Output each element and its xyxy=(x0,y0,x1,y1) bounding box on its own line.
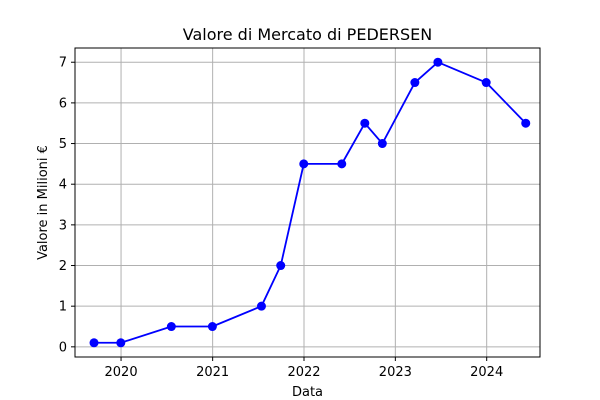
y-tick-label: 7 xyxy=(59,56,67,71)
x-tick-label: 2020 xyxy=(105,365,138,380)
series-line xyxy=(94,61,527,344)
plot-frame xyxy=(74,47,541,358)
y-tick-label: 4 xyxy=(59,178,67,193)
data-point xyxy=(481,78,491,88)
x-tick-label: 2022 xyxy=(287,365,320,380)
grid-lines xyxy=(75,48,540,357)
series-layer xyxy=(89,57,531,348)
y-tick-label: 0 xyxy=(59,340,67,355)
data-point xyxy=(276,261,286,271)
y-tick-label: 2 xyxy=(59,259,67,274)
data-point xyxy=(116,338,126,348)
data-point xyxy=(521,118,531,128)
data-point xyxy=(433,57,443,67)
x-tick-label: 2021 xyxy=(196,365,229,380)
y-tick-label: 1 xyxy=(59,300,67,315)
data-point xyxy=(360,118,370,128)
data-point xyxy=(166,322,176,332)
axis-ticks: 2020 2021 2022 2023 2024 0 1 2 3 4 5 6 7 xyxy=(59,56,504,380)
data-point xyxy=(337,159,347,169)
data-point xyxy=(256,301,266,311)
chart-title: Valore di Mercato di PEDERSEN xyxy=(183,25,432,44)
y-tick-label: 3 xyxy=(59,218,67,233)
data-point xyxy=(207,322,217,332)
data-point xyxy=(410,78,420,88)
y-tick-label: 6 xyxy=(59,96,67,111)
x-tick-label: 2024 xyxy=(470,365,503,380)
x-axis-label: Data xyxy=(292,385,323,400)
data-point xyxy=(89,338,99,348)
x-tick-label: 2023 xyxy=(379,365,412,380)
y-tick-label: 5 xyxy=(59,137,67,152)
data-point xyxy=(377,139,387,149)
data-point xyxy=(299,159,309,169)
y-axis-label: Valore in Milioni € xyxy=(36,145,51,260)
